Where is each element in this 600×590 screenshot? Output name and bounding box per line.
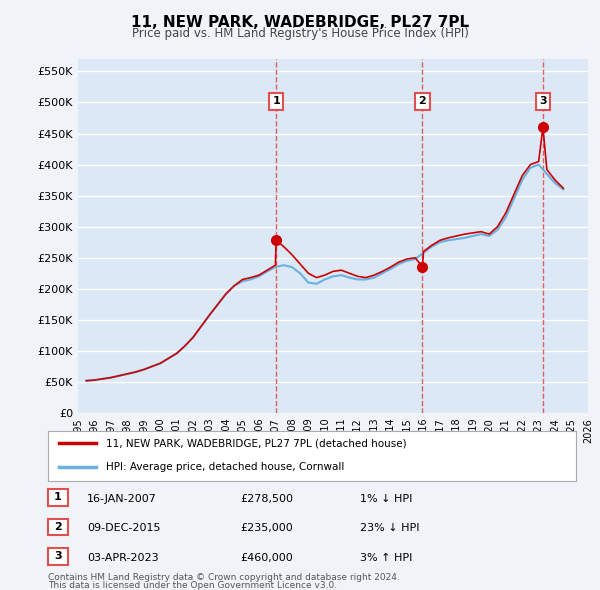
Text: 2: 2 bbox=[54, 522, 62, 532]
Text: £278,500: £278,500 bbox=[240, 494, 293, 503]
Text: 11, NEW PARK, WADEBRIDGE, PL27 7PL (detached house): 11, NEW PARK, WADEBRIDGE, PL27 7PL (deta… bbox=[106, 438, 407, 448]
Text: This data is licensed under the Open Government Licence v3.0.: This data is licensed under the Open Gov… bbox=[48, 581, 337, 590]
Text: HPI: Average price, detached house, Cornwall: HPI: Average price, detached house, Corn… bbox=[106, 462, 344, 472]
Text: £235,000: £235,000 bbox=[240, 523, 293, 533]
Text: 3% ↑ HPI: 3% ↑ HPI bbox=[360, 553, 412, 562]
Text: 09-DEC-2015: 09-DEC-2015 bbox=[87, 523, 161, 533]
Text: 1% ↓ HPI: 1% ↓ HPI bbox=[360, 494, 412, 503]
Text: 1: 1 bbox=[54, 493, 62, 502]
Text: 3: 3 bbox=[54, 552, 62, 561]
Text: £460,000: £460,000 bbox=[240, 553, 293, 562]
Text: Contains HM Land Registry data © Crown copyright and database right 2024.: Contains HM Land Registry data © Crown c… bbox=[48, 572, 400, 582]
Text: 03-APR-2023: 03-APR-2023 bbox=[87, 553, 158, 562]
Text: 23% ↓ HPI: 23% ↓ HPI bbox=[360, 523, 419, 533]
Text: Price paid vs. HM Land Registry's House Price Index (HPI): Price paid vs. HM Land Registry's House … bbox=[131, 27, 469, 40]
Text: 16-JAN-2007: 16-JAN-2007 bbox=[87, 494, 157, 503]
Text: 11, NEW PARK, WADEBRIDGE, PL27 7PL: 11, NEW PARK, WADEBRIDGE, PL27 7PL bbox=[131, 15, 469, 30]
Text: 3: 3 bbox=[539, 97, 547, 106]
Text: 1: 1 bbox=[272, 97, 280, 106]
Text: 2: 2 bbox=[419, 97, 427, 106]
